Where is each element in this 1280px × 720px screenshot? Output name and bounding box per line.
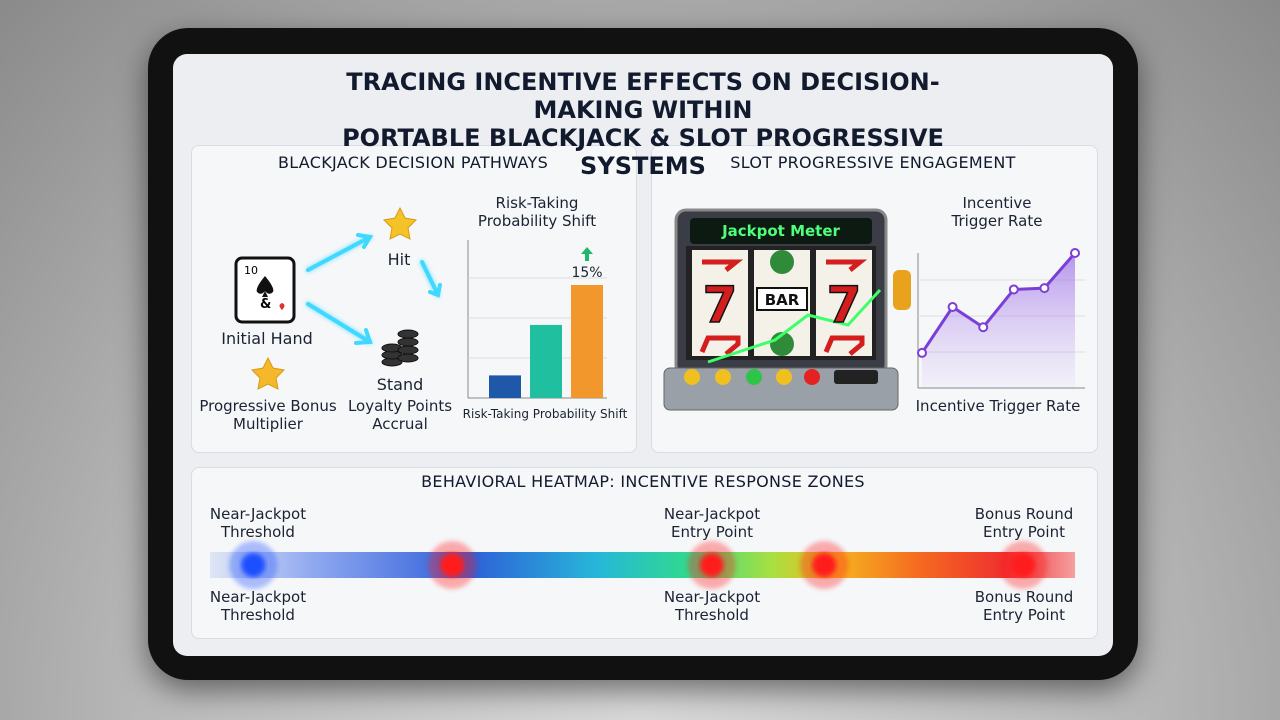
slot-machine [663,208,911,411]
hotspot [1011,553,1036,577]
node-label: Loyalty Points Accrual [347,397,453,433]
zone-label: Near-Jackpot Threshold [209,588,307,624]
x-axis-label: Risk-Taking Probability Shift [462,407,628,421]
point [1008,284,1019,295]
point [947,302,958,312]
reel-symbol: 7 [827,276,862,334]
chart-title: Risk-Taking Probability Shift [477,194,597,230]
zone-label: Near-Jackpot Threshold [209,505,307,541]
meter-label: Jackpot Meter [721,222,840,240]
point [917,347,927,358]
node-label: Initial Hand [221,329,313,348]
panel-heading: BEHAVIORAL HEATMAP: INCENTIVE RESPONSE Z… [421,472,865,491]
point [1070,248,1080,258]
spade-icon [256,276,274,297]
node-label: Stand [376,375,424,394]
hotspot [812,553,837,577]
heatmap-gradient [210,552,1075,578]
bonus-icon [250,356,286,390]
reel-symbol: 7 [703,276,738,334]
hotspot [440,553,465,577]
up-arrow-icon [581,247,593,261]
panel-heading: SLOT PROGRESSIVE ENGAGEMENT [730,153,1016,172]
hotspot [699,553,724,577]
value-label: 15% [571,265,602,281]
panel-heading: BLACKJACK DECISION PATHWAYS [277,153,549,172]
coin-stack-icon [381,329,419,367]
card-rank: 10 [244,264,258,277]
area [922,253,1075,388]
point [978,322,989,333]
card-text: & [260,297,271,312]
main-title: TRACING INCENTIVE EFFECTS ON DECISION-MA… [342,68,944,180]
hotspot [241,553,266,577]
zone-label: Near-Jackpot Threshold [663,588,761,624]
heart-icon [279,303,285,310]
x-axis-label: Incentive Trigger Rate [915,397,1081,415]
zone-label: Near-Jackpot Entry Point [663,505,761,541]
reel-symbol: BAR [765,291,800,309]
bar [489,375,521,398]
bar [530,324,562,398]
point [1039,283,1050,294]
chart-title: Incentive Trigger Rate [951,194,1043,230]
node-label: Hit [387,250,411,269]
line [920,252,1077,354]
star-icon [382,206,418,240]
pathway-arrows [306,233,442,345]
zone-label: Bonus Round Entry Point [974,588,1074,624]
bar [571,285,603,398]
zone-label: Bonus Round Entry Point [974,505,1074,541]
node-label: Progressive Bonus Multiplier [199,397,337,433]
